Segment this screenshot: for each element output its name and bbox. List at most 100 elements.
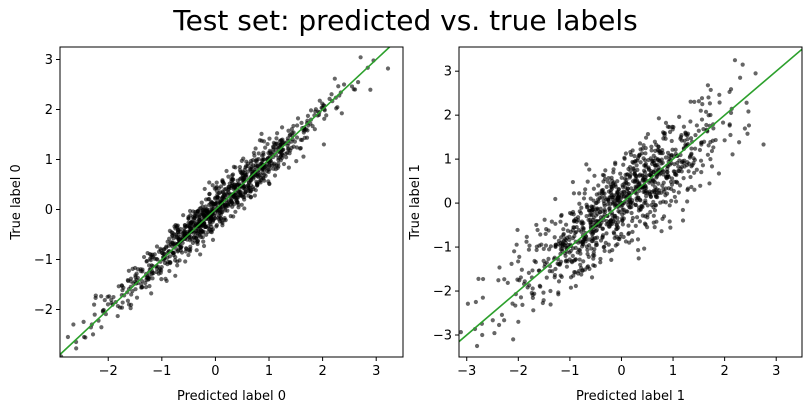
scatter-point xyxy=(664,169,669,175)
scatter-point xyxy=(591,186,596,191)
scatter-point xyxy=(716,171,722,176)
scatter-point xyxy=(218,184,224,189)
scatter-point xyxy=(577,201,582,206)
scatter-point xyxy=(165,262,170,267)
scatter-point xyxy=(646,157,651,163)
scatter-point xyxy=(609,257,614,262)
scatter-point xyxy=(744,100,749,105)
scatter-point xyxy=(576,247,582,252)
scatter-point xyxy=(201,239,206,244)
scatter-point xyxy=(579,205,584,210)
scatter-point xyxy=(602,176,608,182)
scatter-point xyxy=(251,150,257,155)
y-axis-label: True label 0 xyxy=(9,164,24,241)
scatter-point xyxy=(681,124,687,129)
scatter-point xyxy=(174,223,179,229)
scatter-point xyxy=(615,216,620,221)
scatter-point xyxy=(128,279,134,284)
scatter-point xyxy=(665,150,671,155)
scatter-point xyxy=(100,308,106,313)
scatter-point xyxy=(249,166,254,171)
scatter-point xyxy=(709,148,715,154)
scatter-point xyxy=(281,161,287,167)
scatter-point xyxy=(567,237,572,242)
scatter-point xyxy=(286,165,291,170)
scatter-point xyxy=(511,337,516,342)
scatter-point xyxy=(577,257,582,262)
scatter-point xyxy=(480,295,485,300)
identity-line xyxy=(459,48,802,343)
scatter-point xyxy=(499,312,505,317)
scatter-point xyxy=(594,192,599,197)
scatter-point xyxy=(649,202,654,208)
scatter-point xyxy=(691,156,696,161)
scatter-point xyxy=(620,222,625,227)
scatter-point xyxy=(541,290,546,295)
scatter-point xyxy=(615,242,620,247)
scatter-point xyxy=(694,167,699,172)
scatter-point xyxy=(329,92,334,97)
scatter-point xyxy=(129,302,134,307)
scatter-point xyxy=(154,244,160,249)
scatter-point xyxy=(186,252,191,258)
scatter-point xyxy=(527,243,532,248)
scatter-point xyxy=(228,199,233,205)
scatter-point xyxy=(518,295,524,300)
scatter-point xyxy=(138,267,143,272)
scatter-point xyxy=(649,144,654,149)
scatter-point xyxy=(210,183,215,188)
scatter-point xyxy=(544,275,549,280)
scatter-point xyxy=(737,140,742,145)
scatter-point xyxy=(385,66,391,71)
x-tick-label: −1 xyxy=(152,364,171,379)
scatter-point xyxy=(689,146,694,151)
scatter-point xyxy=(538,232,543,237)
scatter-point xyxy=(167,268,172,274)
scatter-point xyxy=(158,248,163,253)
scatter-point xyxy=(667,129,673,135)
x-tick-label: −1 xyxy=(560,364,579,379)
scatter-point xyxy=(659,161,664,166)
scatter-point xyxy=(368,87,373,92)
scatter-point xyxy=(209,230,214,235)
scatter-point xyxy=(534,247,539,253)
scatter-point xyxy=(304,135,310,140)
scatter-point xyxy=(619,204,624,209)
scatter-point xyxy=(200,212,206,217)
scatter-point xyxy=(649,161,655,166)
scatter-point xyxy=(630,229,635,235)
scatter-point xyxy=(556,290,561,295)
scatter-point xyxy=(109,297,114,302)
scatter-point xyxy=(256,151,261,156)
scatter-point xyxy=(459,330,463,335)
scatter-point xyxy=(170,233,175,238)
scatter-point xyxy=(599,195,604,200)
scatter-point xyxy=(600,235,605,240)
scatter-point xyxy=(308,108,314,113)
scatter-point xyxy=(590,231,596,236)
scatter-point xyxy=(502,277,507,282)
scatter-point xyxy=(573,229,579,235)
scatter-point xyxy=(615,190,620,195)
scatter-point xyxy=(679,132,684,138)
scatter-point xyxy=(102,297,107,303)
scatter-plot-label-1: −3 −2 −1 0 1 2 3 −3 −2 −1 0 1 2 3 Predicted label 1 Tru… xyxy=(408,46,803,404)
scatter-point xyxy=(230,172,236,177)
scatter-point xyxy=(105,294,110,299)
x-tick-label: −2 xyxy=(99,364,118,379)
scatter-point xyxy=(660,216,665,221)
scatter-point xyxy=(746,109,751,114)
scatter-point xyxy=(653,202,658,208)
scatter-point xyxy=(563,253,568,259)
scatter-point xyxy=(541,246,546,251)
scatter-point xyxy=(644,193,649,199)
scatter-point xyxy=(226,174,231,179)
scatter-point xyxy=(294,145,300,150)
scatter-point xyxy=(572,234,577,239)
scatter-point xyxy=(658,170,663,176)
scatter-point xyxy=(210,237,216,242)
scatter-point xyxy=(581,239,586,244)
scatter-point xyxy=(704,122,709,128)
scatter-point xyxy=(230,204,235,209)
scatter-point xyxy=(99,294,104,299)
